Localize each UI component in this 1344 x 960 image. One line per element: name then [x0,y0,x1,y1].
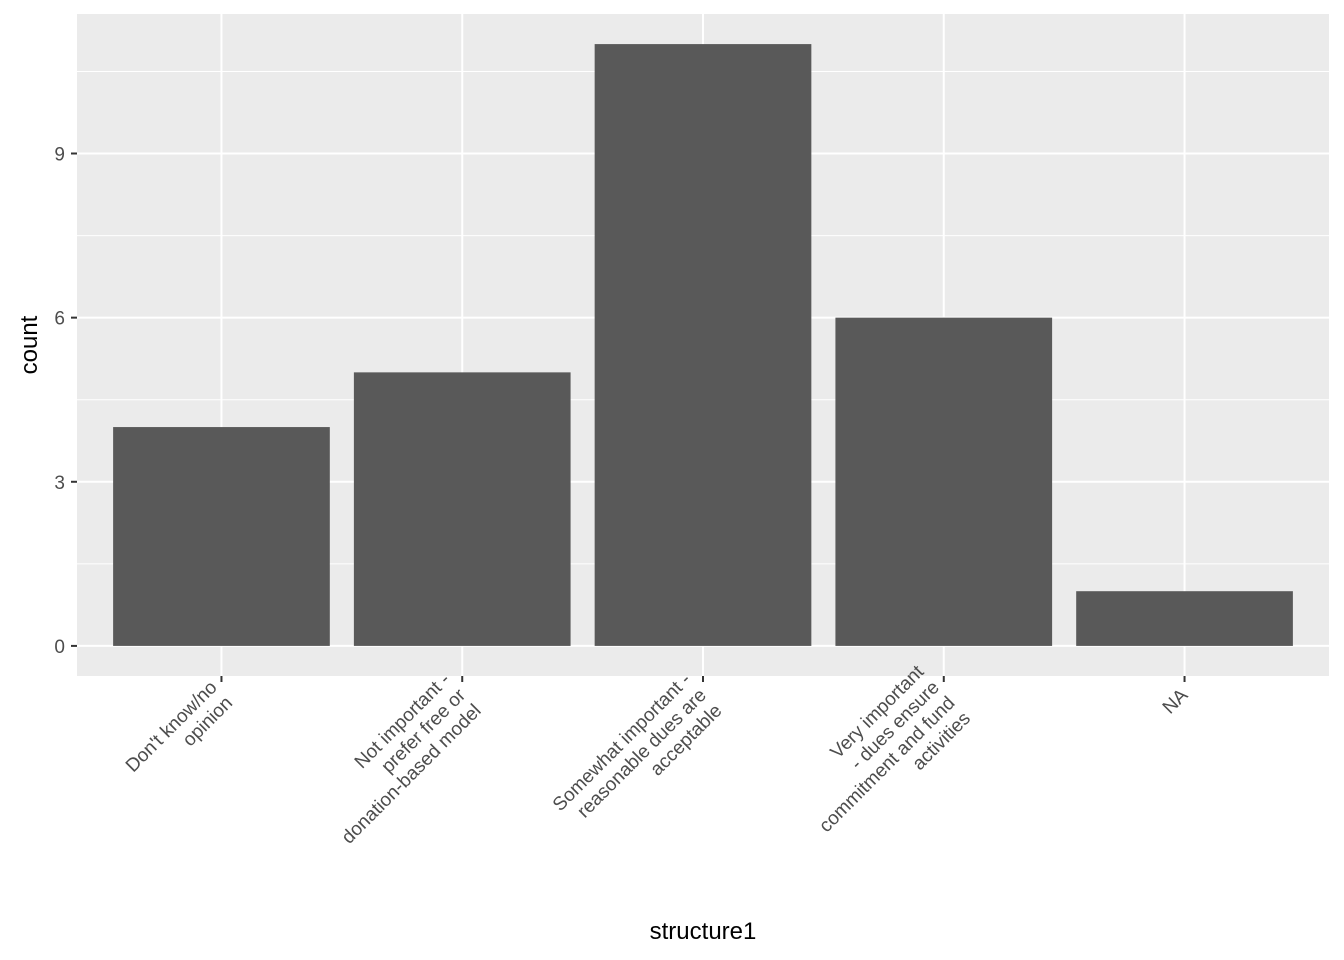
bar [835,317,1053,646]
y-axis: 0 3 6 9 [54,145,77,658]
bar [113,427,330,646]
bar [353,372,571,646]
x-tick-label: Don't know/noopinion [122,677,237,792]
x-tick-label: NA [1159,685,1193,719]
y-tick-label: 6 [54,309,65,330]
y-tick-label: 3 [54,473,65,494]
y-tick-label: 9 [54,145,65,166]
x-tick-label: Very important- dues ensurecommitment an… [784,661,975,852]
bar [594,44,812,646]
y-tick-label: 0 [54,637,65,658]
bars [113,44,1293,646]
x-axis-title: structure1 [650,918,757,945]
x-tick-label: Somewhat important -reasonable dues area… [549,669,726,846]
bar [1076,591,1293,646]
x-axis: Don't know/noopinion Not important -prefe… [122,661,1193,852]
x-tick-label: Not important -prefer free ordonation-ba… [307,669,486,848]
y-axis-title: count [16,315,43,374]
